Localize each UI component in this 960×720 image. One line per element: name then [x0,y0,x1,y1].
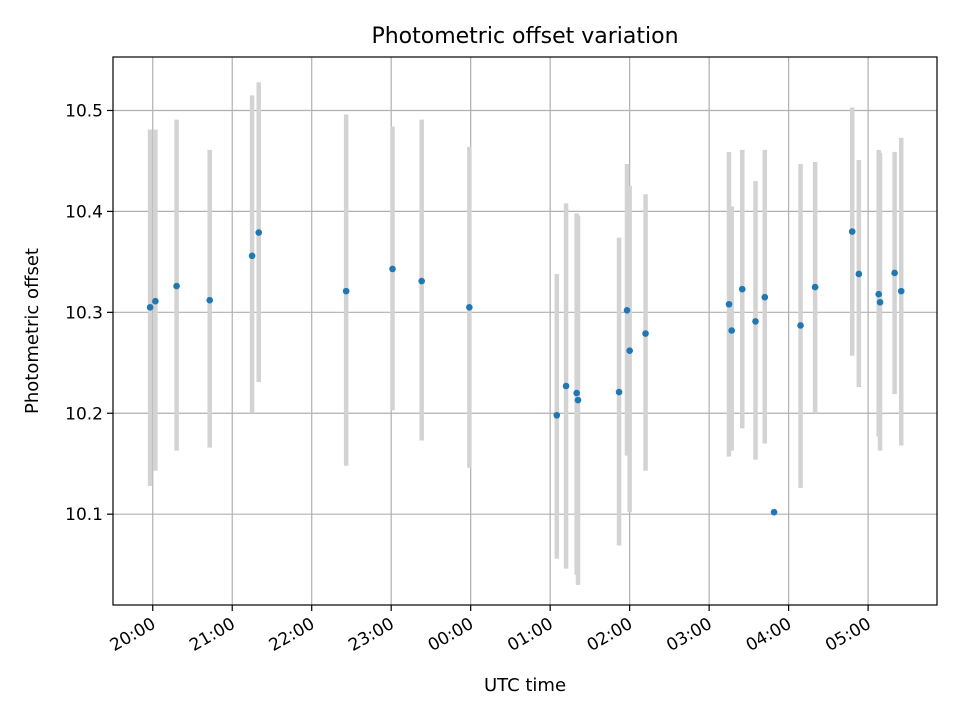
data-point [770,508,778,516]
data-point [761,293,769,301]
data-point [738,285,746,293]
data-point [797,322,804,329]
x-tick-label: 23:00 [345,614,397,656]
x-tick-label: 22:00 [266,614,318,656]
data-point [418,277,425,285]
plot-frame [112,56,938,606]
data-point [728,327,735,334]
x-tick-label: 02:00 [584,614,636,656]
data-point [389,265,396,273]
data-point [615,388,623,396]
data-point [811,283,819,291]
chart-title: Photometric offset variation [371,24,678,49]
data-point [752,318,759,325]
data-point [891,269,898,277]
data-point [642,330,649,337]
x-tick-label: 01:00 [504,614,556,656]
data-point [855,270,863,278]
data-point [875,290,883,298]
x-tick-label: 00:00 [425,614,477,656]
y-axis-label: Photometric offset [22,248,43,414]
data-point [626,347,633,354]
data-point [725,300,733,308]
x-tick-label: 21:00 [186,614,238,656]
data-point [897,287,905,295]
data-point [173,282,180,290]
data-points [146,228,905,516]
data-point [342,287,350,295]
data-point [574,396,582,404]
data-point [553,411,561,419]
x-axis-ticks: 20:00 21:00 22:00 23:00 00:00 01:00 02:00 03:00… [107,605,875,656]
y-tick-label: 10.4 [65,202,103,222]
y-axis-ticks: 10.1 10.2 10.3 10.4 10.5 [65,101,113,525]
x-axis-label: UTC time [484,675,566,696]
y-tick-label: 10.5 [65,101,103,121]
data-point [623,307,631,314]
y-tick-label: 10.3 [65,303,103,323]
data-point [848,228,856,235]
data-point [562,382,570,390]
data-point [248,252,256,260]
y-tick-label: 10.1 [65,505,103,525]
y-tick-label: 10.2 [65,404,103,424]
data-point [206,296,214,304]
data-point [152,297,159,305]
data-point [146,303,154,311]
x-tick-label: 20:00 [107,614,159,656]
data-point [573,389,580,397]
x-tick-label: 04:00 [743,614,795,656]
data-point [466,303,473,311]
x-tick-label: 03:00 [663,614,715,656]
data-point [876,298,884,306]
x-tick-label: 05:00 [822,614,874,656]
data-point [255,229,263,236]
